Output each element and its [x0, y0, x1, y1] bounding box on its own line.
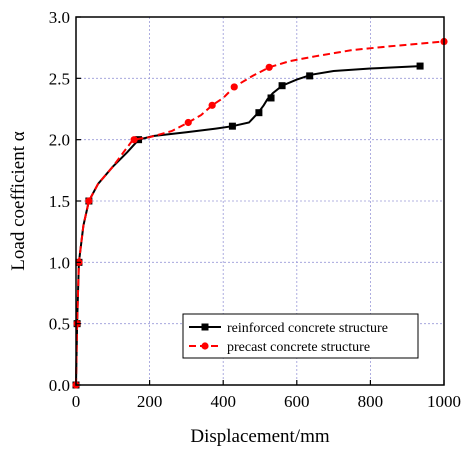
legend-box — [182, 313, 419, 359]
x-tick-label: 400 — [210, 392, 236, 411]
legend-label: precast concrete structure — [227, 340, 370, 355]
y-tick-label: 1.5 — [49, 192, 70, 211]
y-tick-label: 0.0 — [49, 376, 70, 395]
data-point-square — [228, 122, 236, 130]
data-point-circle — [184, 118, 192, 127]
x-axis-title: Displacement/mm — [190, 426, 330, 447]
data-point-square — [416, 62, 424, 70]
x-tick-label: 1000 — [427, 392, 461, 411]
data-point-circle — [265, 63, 273, 71]
data-point-circle — [230, 83, 238, 91]
data-point-circle — [130, 136, 138, 144]
axis-ticks: 0 200 400 600 800 1000 0.0 0.5 1.0 1.5 2.0 2.5 3.0 — [49, 8, 461, 411]
x-tick-label: 0 — [72, 392, 81, 411]
data-point-circle — [208, 101, 216, 109]
x-tick-label: 800 — [358, 392, 384, 411]
legend-marker-circle — [201, 342, 209, 350]
legend: reinforced concrete structure precast con… — [182, 313, 419, 359]
y-tick-label: 1.0 — [49, 253, 70, 272]
data-point-square — [306, 72, 314, 80]
data-point-square — [278, 82, 286, 90]
legend-marker-square — [201, 323, 209, 331]
y-axis-title: Load coefficient α — [8, 131, 29, 270]
y-tick-label: 2.5 — [49, 69, 70, 88]
data-point-square — [255, 109, 263, 117]
data-point-square — [267, 94, 275, 102]
x-tick-label: 200 — [137, 392, 163, 411]
x-tick-label: 600 — [284, 392, 310, 411]
y-tick-label: 3.0 — [49, 8, 70, 27]
legend-label: reinforced concrete structure — [227, 321, 388, 336]
y-tick-label: 0.5 — [49, 315, 70, 334]
data-point-circle — [85, 197, 93, 205]
y-tick-label: 2.0 — [49, 131, 70, 150]
